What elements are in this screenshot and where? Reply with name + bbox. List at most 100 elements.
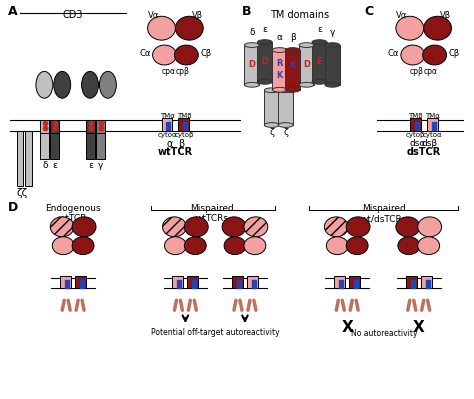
Bar — [40, 120, 49, 133]
Ellipse shape — [174, 45, 198, 65]
Text: β: β — [178, 139, 184, 149]
Text: CD3: CD3 — [63, 10, 83, 20]
Ellipse shape — [72, 217, 96, 237]
Ellipse shape — [299, 43, 314, 47]
Ellipse shape — [325, 83, 340, 87]
Text: Cα: Cα — [139, 49, 151, 57]
Text: TMα: TMα — [160, 113, 175, 119]
Ellipse shape — [346, 217, 370, 237]
Ellipse shape — [222, 217, 246, 237]
Bar — [86, 120, 95, 133]
Text: cytoα: cytoα — [158, 132, 177, 138]
Ellipse shape — [418, 237, 439, 255]
Text: Vα: Vα — [148, 11, 159, 20]
Bar — [285, 50, 300, 90]
Bar — [40, 133, 49, 159]
Bar — [96, 133, 105, 159]
Bar — [299, 45, 314, 85]
Bar — [257, 42, 272, 82]
Ellipse shape — [423, 45, 447, 65]
Ellipse shape — [245, 43, 259, 47]
Ellipse shape — [285, 47, 300, 52]
Text: cpα: cpα — [424, 67, 438, 76]
Bar — [427, 118, 438, 132]
Text: dsβ: dsβ — [421, 139, 438, 148]
Text: TMα: TMα — [425, 113, 440, 119]
Text: D: D — [8, 201, 18, 214]
Ellipse shape — [52, 237, 74, 255]
Text: α: α — [277, 33, 283, 42]
Text: Vα: Vα — [396, 11, 408, 20]
Text: cpβ: cpβ — [175, 67, 189, 76]
Bar — [272, 50, 287, 90]
Text: ε: ε — [53, 161, 58, 170]
Bar — [421, 277, 432, 288]
Ellipse shape — [264, 122, 279, 127]
Text: X: X — [413, 320, 425, 335]
Text: TMβ: TMβ — [177, 113, 191, 119]
Text: ε: ε — [317, 25, 322, 34]
Ellipse shape — [257, 79, 272, 84]
Ellipse shape — [175, 16, 203, 40]
Bar — [60, 277, 71, 288]
Ellipse shape — [327, 237, 348, 255]
Text: Cα: Cα — [387, 49, 399, 57]
Ellipse shape — [184, 237, 206, 255]
Ellipse shape — [224, 237, 246, 255]
Ellipse shape — [257, 40, 272, 44]
Ellipse shape — [285, 87, 300, 92]
Text: B: B — [242, 5, 252, 18]
Text: A: A — [8, 5, 17, 18]
Ellipse shape — [418, 217, 442, 237]
Text: K: K — [290, 61, 296, 71]
Text: ζ: ζ — [269, 128, 274, 138]
Text: Endogenous
wtTCR: Endogenous wtTCR — [46, 204, 101, 223]
Ellipse shape — [163, 217, 186, 237]
Bar — [247, 277, 258, 288]
Text: δ: δ — [43, 161, 48, 170]
Text: R: R — [276, 59, 283, 69]
Text: cytoβ: cytoβ — [406, 132, 426, 138]
Ellipse shape — [184, 217, 208, 237]
Text: E: E — [317, 57, 322, 67]
Text: ε: ε — [262, 25, 267, 34]
Text: C: C — [364, 5, 373, 18]
Text: Mispaired
wt/dsTCRs: Mispaired wt/dsTCRs — [361, 204, 407, 223]
Text: cpα: cpα — [162, 67, 175, 76]
Text: ζ: ζ — [283, 128, 288, 138]
Bar — [312, 42, 327, 82]
Bar — [173, 277, 183, 288]
Bar — [17, 132, 24, 186]
Text: cpβ: cpβ — [410, 67, 424, 76]
Bar — [406, 277, 417, 288]
Ellipse shape — [398, 237, 419, 255]
Text: TM domains: TM domains — [270, 10, 329, 20]
Text: Vβ: Vβ — [191, 11, 203, 20]
Ellipse shape — [147, 16, 175, 40]
Text: Potential off-target autoreactivity: Potential off-target autoreactivity — [151, 328, 280, 337]
Ellipse shape — [346, 237, 368, 255]
Ellipse shape — [324, 217, 348, 237]
Bar — [96, 120, 105, 133]
Text: β: β — [290, 33, 295, 42]
Ellipse shape — [299, 83, 314, 87]
Ellipse shape — [244, 237, 266, 255]
Ellipse shape — [244, 217, 268, 237]
Bar — [278, 90, 293, 125]
Text: X: X — [341, 320, 353, 335]
Ellipse shape — [272, 47, 287, 52]
Ellipse shape — [401, 45, 425, 65]
Text: α: α — [166, 139, 173, 149]
Bar — [264, 90, 279, 125]
Ellipse shape — [245, 83, 259, 87]
Text: D: D — [261, 57, 268, 67]
Ellipse shape — [272, 87, 287, 92]
Text: No autoreactivity: No autoreactivity — [351, 329, 417, 338]
Ellipse shape — [424, 16, 452, 40]
Bar — [349, 277, 360, 288]
Bar — [50, 133, 59, 159]
Bar — [50, 120, 59, 133]
Ellipse shape — [278, 122, 293, 127]
Ellipse shape — [36, 71, 53, 98]
Ellipse shape — [278, 88, 293, 93]
